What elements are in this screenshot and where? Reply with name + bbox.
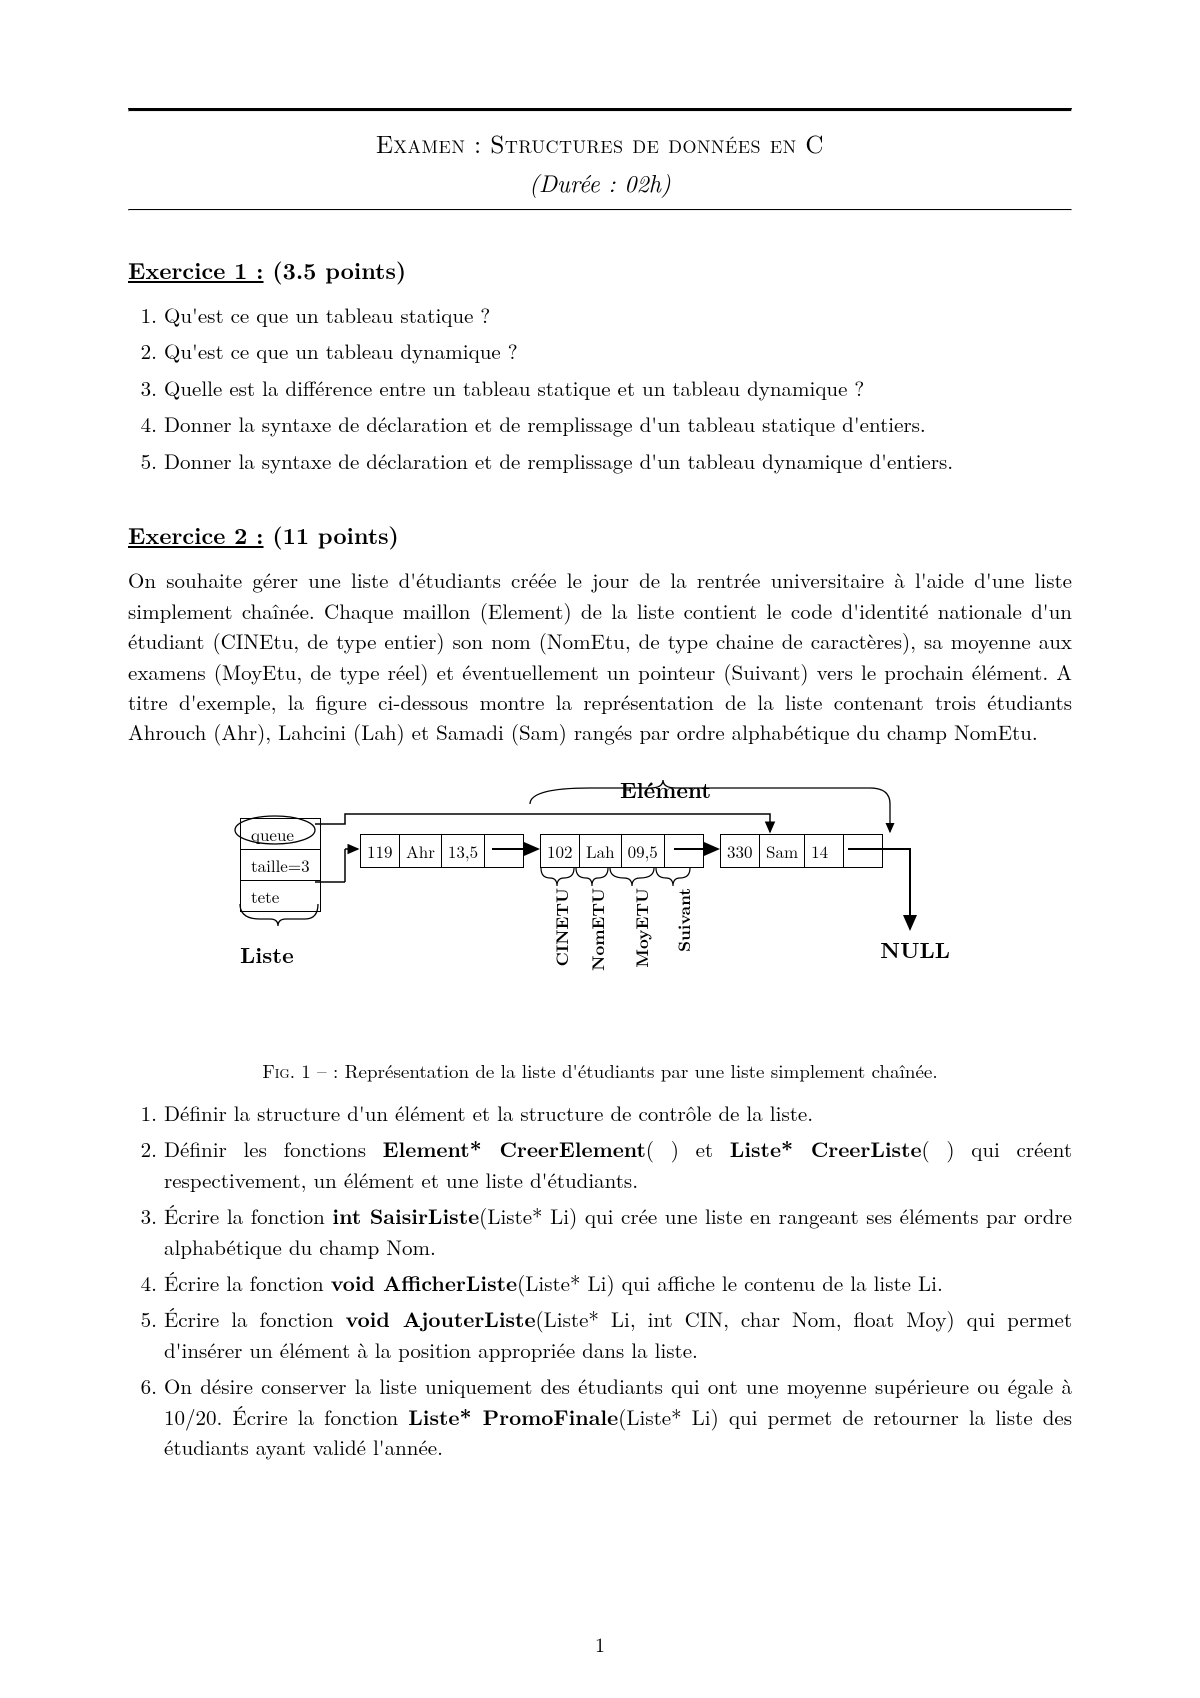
- ex2-item: Écrire la fonction void AjouterListe(Lis…: [164, 1304, 1072, 1365]
- node-moy: 13,5: [442, 835, 485, 867]
- liste-tete: tete: [241, 881, 320, 911]
- fn-name: void AjouterListe: [346, 1304, 536, 1334]
- figure-caption: Fig. 1 – : Représentation de la liste d'…: [128, 1057, 1072, 1084]
- ex1-item: Donner la syntaxe de déclaration et de r…: [164, 409, 1072, 439]
- node-cin: 330: [721, 835, 760, 867]
- element-label: Elément: [620, 774, 711, 805]
- page-number: 1: [0, 1629, 1200, 1658]
- fn-name: int SaisirListe: [332, 1201, 479, 1231]
- t: (Liste* Li) qui affiche le contenu de la…: [517, 1268, 943, 1298]
- t: ( ) et: [646, 1134, 730, 1164]
- linked-list-diagram: Elément queue taille=3 tete Liste 119 Ah…: [230, 774, 970, 1034]
- ex2-heading: Exercice 2 : (11 points): [128, 518, 1072, 551]
- fn-name: Element* CreerElement: [383, 1134, 646, 1164]
- fn-name: Liste* CreerListe: [730, 1134, 922, 1164]
- ex1-heading-ul: Exercice 1 :: [128, 253, 264, 286]
- t: Écrire la fonction: [164, 1268, 331, 1298]
- ex1-item: Qu'est ce que un tableau dynamique ?: [164, 336, 1072, 366]
- liste-taille: taille=3: [241, 850, 320, 881]
- figure-1: Elément queue taille=3 tete Liste 119 Ah…: [128, 774, 1072, 1084]
- null-label: NULL: [880, 934, 950, 965]
- ex2-item: Définir les fonctions Element* CreerElem…: [164, 1134, 1072, 1195]
- ex2-item: Définir la structure d'un élément et la …: [164, 1098, 1072, 1128]
- node-nom: Sam: [760, 835, 805, 867]
- field-cinetu: CINETU: [550, 888, 574, 966]
- fig-text: 1 – : Représentation de la liste d'étudi…: [295, 1057, 938, 1084]
- node-1: 119 Ahr 13,5: [360, 834, 524, 868]
- ex2-heading-pts: (11 points): [264, 518, 399, 551]
- ex2-list: Définir la structure d'un élément et la …: [128, 1098, 1072, 1463]
- node-cin: 119: [361, 835, 400, 867]
- t: Écrire la fonction: [164, 1201, 332, 1231]
- fn-name: Liste* PromoFinale: [408, 1402, 618, 1432]
- ex2-item: On désire conserver la liste uniquement …: [164, 1371, 1072, 1462]
- liste-queue: queue: [241, 819, 320, 850]
- node-nom: Ahr: [400, 835, 442, 867]
- ex2-intro: On souhaite gérer une liste d'étudiants …: [128, 565, 1072, 748]
- fn-name: void AfficherListe: [331, 1268, 517, 1298]
- ex2-item: Écrire la fonction void AfficherListe(Li…: [164, 1268, 1072, 1298]
- field-moyetu: MoyETU: [630, 888, 654, 968]
- liste-struct-box: queue taille=3 tete: [240, 818, 321, 912]
- top-rule-thin: [128, 209, 1072, 211]
- liste-label: Liste: [240, 939, 294, 970]
- node-cin: 102: [541, 835, 580, 867]
- exam-title: Examen : Structures de données en C: [128, 126, 1072, 161]
- exam-duration: (Durée : 02h): [128, 165, 1072, 199]
- node-2: 102 Lah 09,5: [540, 834, 704, 868]
- node-3: 330 Sam 14: [720, 834, 883, 868]
- ex2-item-text: Définir la structure d'un élément et la …: [164, 1098, 813, 1128]
- node-ptr: [665, 835, 703, 867]
- ex1-list: Qu'est ce que un tableau statique ? Qu'e…: [128, 300, 1072, 476]
- t: Définir les fonctions: [164, 1134, 383, 1164]
- ex1-item: Quelle est la différence entre un tablea…: [164, 373, 1072, 403]
- fig-label: Fig.: [262, 1057, 295, 1084]
- node-nom: Lah: [580, 835, 622, 867]
- field-suivant: Suivant: [672, 888, 696, 952]
- ex1-item: Qu'est ce que un tableau statique ?: [164, 300, 1072, 330]
- node-moy: 09,5: [622, 835, 665, 867]
- node-ptr: [485, 835, 523, 867]
- header-block: Examen : Structures de données en C (Dur…: [128, 112, 1072, 209]
- ex1-heading: Exercice 1 : (3.5 points): [128, 253, 1072, 286]
- ex1-heading-pts: (3.5 points): [264, 253, 407, 286]
- ex1-item: Donner la syntaxe de déclaration et de r…: [164, 446, 1072, 476]
- field-nometu: NomETU: [586, 888, 610, 971]
- ex2-item: Écrire la fonction int SaisirListe(Liste…: [164, 1201, 1072, 1262]
- node-ptr: [844, 835, 882, 867]
- ex2-heading-ul: Exercice 2 :: [128, 518, 264, 551]
- node-moy: 14: [805, 835, 844, 867]
- t: Écrire la fonction: [164, 1304, 346, 1334]
- page: Examen : Structures de données en C (Dur…: [0, 0, 1200, 1698]
